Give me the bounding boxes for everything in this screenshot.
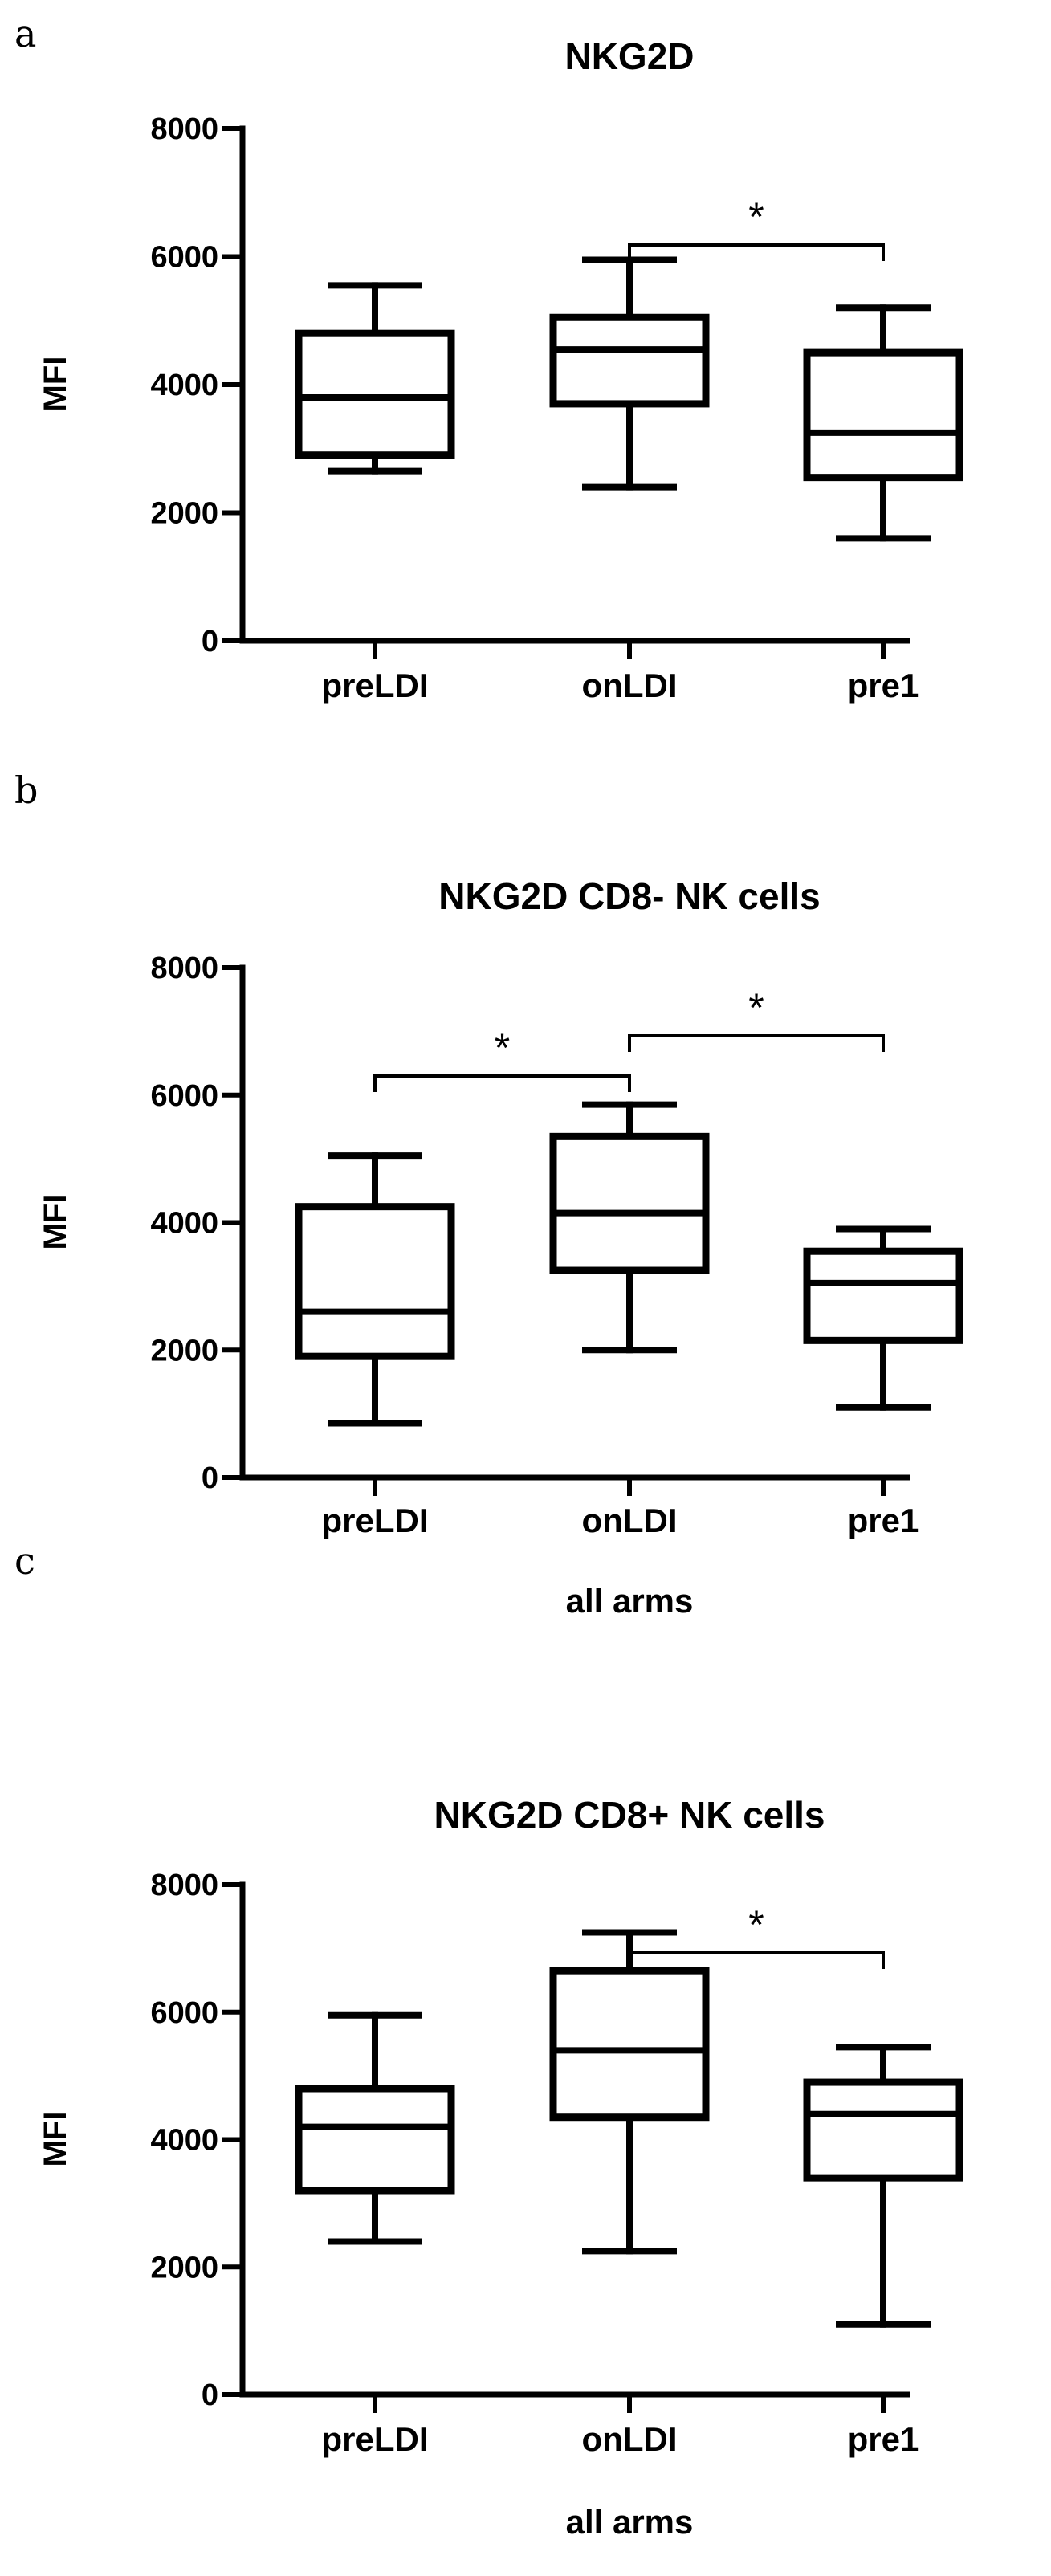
y-tick-label: 6000 [150, 1996, 218, 2030]
y-tick-label: 2000 [150, 1334, 218, 1367]
box-pre1 [803, 304, 963, 542]
significance-label: * [748, 985, 764, 1030]
category-label: onLDI [582, 1502, 678, 1539]
y-axis-label: MFI [38, 357, 73, 412]
iqr-box [295, 2085, 455, 2195]
significance-label: * [748, 1902, 764, 1947]
chart-title: NKG2D CD8+ NK cells [434, 1794, 825, 1836]
category-label: preLDI [321, 666, 428, 704]
iqr-box [803, 1247, 963, 1344]
category-label: onLDI [582, 666, 678, 704]
iqr-box [549, 313, 710, 408]
panel-letter: b [14, 768, 38, 812]
category-label: preLDI [321, 1502, 428, 1539]
iqr-box [803, 2078, 963, 2182]
box-onLDI [549, 256, 710, 491]
category-label: pre1 [848, 2420, 919, 2458]
box-pre1 [803, 1225, 963, 1411]
box-preLDI [295, 2011, 455, 2245]
category-label: preLDI [321, 2420, 428, 2458]
significance-bracket: * [628, 985, 885, 1052]
y-tick-label: 0 [202, 1461, 218, 1495]
x-axis-label: all arms [566, 2503, 694, 2541]
y-tick-label: 8000 [150, 952, 218, 985]
category-label: onLDI [582, 2420, 678, 2458]
x-axis-label: all arms [566, 1582, 694, 1620]
significance-bracket: * [373, 1025, 631, 1092]
y-tick-label: 8000 [150, 112, 218, 146]
y-tick-label: 6000 [150, 241, 218, 275]
y-tick-label: 8000 [150, 1869, 218, 1902]
box-pre1 [803, 2044, 963, 2328]
panel-c: c NKG2D CD8+ NK cells MFI 0 2000 4000 6000 8000… [14, 1539, 963, 2541]
significance-label: * [748, 194, 764, 239]
box-preLDI [295, 1152, 455, 1427]
y-tick-label: 4000 [150, 1207, 218, 1241]
chart-title: NKG2D CD8- NK cells [438, 875, 820, 917]
chart-title: NKG2D [564, 35, 694, 77]
y-tick-label: 0 [202, 2378, 218, 2412]
iqr-box [295, 1203, 455, 1360]
y-tick-label: 6000 [150, 1079, 218, 1113]
panel-letter: a [14, 12, 36, 55]
y-tick-label: 2000 [150, 2251, 218, 2285]
significance-bracket: * [628, 194, 885, 261]
y-tick-label: 2000 [150, 497, 218, 531]
panel-a: a NKG2D MFI 0 2000 4000 6000 8000 preLDI onLDI pre… [14, 12, 963, 704]
box-preLDI [295, 282, 455, 475]
panel-letter: c [14, 1539, 35, 1583]
significance-label: * [495, 1025, 510, 1070]
iqr-box [549, 1132, 710, 1274]
iqr-box [803, 348, 963, 482]
box-onLDI [549, 1101, 710, 1354]
y-axis-label: MFI [38, 1195, 73, 1250]
significance-bracket: * [628, 1902, 885, 1969]
box-onLDI [549, 1929, 710, 2255]
y-tick-label: 4000 [150, 369, 218, 402]
y-axis-label: MFI [38, 2112, 73, 2167]
iqr-box [549, 1967, 710, 2122]
y-tick-label: 0 [202, 625, 218, 658]
y-tick-label: 4000 [150, 2124, 218, 2158]
category-label: pre1 [848, 666, 919, 704]
panel-b: b NKG2D CD8- NK cells MFI 0 2000 4000 6000 8000… [14, 768, 963, 1620]
category-label: pre1 [848, 1502, 919, 1539]
